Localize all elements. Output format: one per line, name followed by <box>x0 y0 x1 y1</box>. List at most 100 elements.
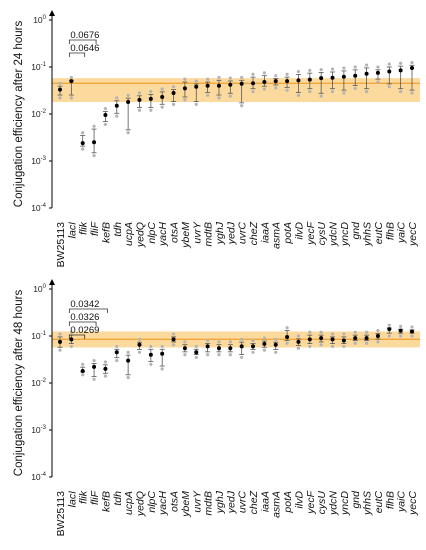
mean-point <box>126 358 131 363</box>
replicate-point <box>206 338 210 343</box>
significance-label: 0.0646 <box>70 43 99 54</box>
mean-point <box>319 336 324 341</box>
replicate-point <box>399 89 403 94</box>
mean-point <box>330 75 335 80</box>
mean-point <box>285 79 290 84</box>
mean-point <box>103 366 108 371</box>
replicate-point <box>160 367 164 371</box>
replicate-point <box>285 88 289 92</box>
replicate-point <box>410 91 414 95</box>
x-tick-label: otsA <box>169 491 181 512</box>
x-tick-label: fliF <box>89 221 101 236</box>
mean-point <box>353 336 358 341</box>
replicate-point <box>103 360 108 364</box>
replicate-point <box>183 353 187 357</box>
replicate-point <box>69 344 73 349</box>
replicate-point <box>92 377 96 381</box>
mean-point <box>182 346 187 351</box>
x-tick-label: cysU <box>316 222 328 246</box>
replicate-point <box>342 66 346 70</box>
mean-point <box>92 364 97 369</box>
x-tick-label: yedJ <box>225 221 237 245</box>
mean-point <box>398 68 403 73</box>
significance-bracket <box>68 308 108 313</box>
x-tick-label: yedJ <box>225 490 237 514</box>
replicate-point <box>228 340 232 344</box>
replicate-point <box>217 353 221 357</box>
mean-point <box>239 81 244 86</box>
x-tick-label: yecC <box>407 491 419 516</box>
x-tick-label: yaiC <box>396 491 408 513</box>
replicate-point <box>376 340 380 344</box>
replicate-point <box>262 87 266 91</box>
replicate-point <box>319 68 323 72</box>
mean-point <box>114 103 119 108</box>
mean-point <box>58 87 62 92</box>
mean-point <box>262 79 267 84</box>
replicate-point <box>262 336 266 340</box>
replicate-point <box>353 330 357 334</box>
mean-point <box>364 336 369 341</box>
y-tick-label: 10-3 <box>31 156 46 166</box>
replicate-point <box>126 350 130 354</box>
x-tick-label: ydcN <box>328 491 340 516</box>
mean-point <box>69 79 74 84</box>
replicate-point <box>228 353 232 357</box>
replicate-point <box>319 330 323 334</box>
replicate-point <box>126 93 130 97</box>
x-tick-label: eutC <box>373 491 385 514</box>
mean-point <box>387 327 392 332</box>
mean-point <box>375 334 380 338</box>
replicate-point <box>149 344 153 349</box>
mean-point <box>228 346 233 351</box>
replicate-point <box>58 96 62 100</box>
replicate-point <box>183 77 187 81</box>
replicate-point <box>308 344 312 349</box>
x-tick-label: eutC <box>373 222 385 245</box>
x-tick-label: ybeM <box>180 222 192 249</box>
x-tick-label: yghJ <box>214 221 226 245</box>
replicate-point <box>399 324 403 329</box>
mean-point <box>387 69 392 74</box>
mean-point <box>296 78 301 83</box>
replicate-point <box>137 337 142 341</box>
mean-point <box>194 350 199 355</box>
replicate-point <box>126 131 130 135</box>
mean-point <box>148 96 153 101</box>
x-tick-label: nlpC <box>146 222 158 244</box>
replicate-point <box>183 340 187 344</box>
x-tick-label: BW25113 <box>55 222 67 267</box>
replicate-point <box>285 326 289 330</box>
replicate-point <box>58 81 62 85</box>
mean-point <box>92 140 97 145</box>
replicate-point <box>149 362 153 366</box>
mean-point <box>341 74 346 79</box>
replicate-point <box>228 76 232 80</box>
replicate-point <box>387 323 391 327</box>
replicate-point <box>58 332 62 336</box>
y-tick-label: 10-2 <box>31 109 46 119</box>
replicate-point <box>92 154 96 158</box>
replicate-point <box>217 75 221 80</box>
mean-point <box>216 346 221 351</box>
replicate-point <box>330 89 335 94</box>
x-tick-label: BW25113 <box>55 491 67 536</box>
y-tick-label: 10-4 <box>31 203 46 213</box>
x-tick-label: potA <box>282 222 294 245</box>
x-tick-label: yacH <box>157 491 169 516</box>
replicate-point <box>251 89 255 94</box>
replicate-point <box>262 348 266 352</box>
replicate-point <box>103 107 108 111</box>
replicate-point <box>353 341 357 345</box>
replicate-point <box>160 105 164 109</box>
replicate-point <box>285 341 289 345</box>
x-tick-label: yedQ <box>134 491 146 517</box>
x-tick-label: ilvD <box>293 222 305 240</box>
replicate-point <box>240 104 244 108</box>
replicate-point <box>240 75 244 80</box>
mean-point <box>251 344 256 349</box>
replicate-point <box>206 353 210 357</box>
replicate-point <box>92 358 96 363</box>
x-tick-label: yacH <box>157 222 169 247</box>
mean-point <box>410 329 414 334</box>
